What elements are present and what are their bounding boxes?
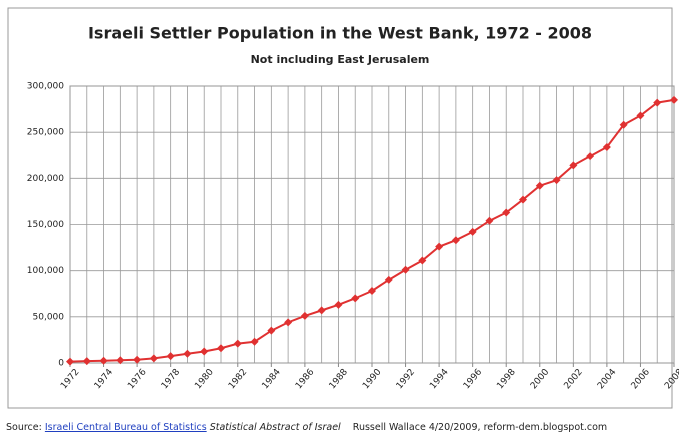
data-point (267, 326, 276, 335)
source-publication: Statistical Abstract of Israel (209, 422, 341, 433)
y-tick-label: 50,000 (33, 312, 65, 322)
data-point (401, 265, 410, 274)
x-tick-label: 2006 (630, 367, 653, 391)
data-point (602, 142, 611, 151)
chart-title: Israeli Settler Population in the West B… (88, 24, 592, 43)
data-point (82, 357, 91, 366)
data-point (435, 242, 444, 251)
chart: Israeli Settler Population in the West B… (7, 7, 679, 409)
x-tick-label: 1998 (495, 367, 518, 391)
data-point (200, 347, 209, 356)
data-point (334, 300, 343, 309)
x-tick-label: 1988 (328, 367, 351, 391)
data-point (351, 294, 360, 303)
data-point (368, 286, 376, 295)
source-prefix: Source: (6, 422, 42, 433)
data-point (250, 337, 259, 346)
source-note: Source: Israeli Central Bureau of Statis… (6, 422, 679, 433)
x-tick-label: 1972 (59, 367, 81, 391)
data-point (116, 356, 125, 365)
data-point (217, 344, 225, 353)
x-tick-label: 1994 (428, 367, 451, 391)
data-point (552, 176, 561, 185)
x-tick-label: 1992 (395, 367, 417, 391)
data-point (451, 236, 460, 245)
x-tick-label: 1980 (193, 367, 216, 391)
data-point (670, 95, 678, 104)
x-tick-label: 2002 (563, 367, 585, 391)
x-tick-label: 1976 (126, 367, 149, 391)
y-tick-label: 300,000 (27, 82, 64, 92)
x-tick-label: 1986 (294, 367, 317, 391)
data-point (149, 354, 158, 363)
data-point (636, 111, 645, 120)
data-point (418, 256, 427, 265)
y-tick-label: 100,000 (27, 266, 64, 276)
chart-frame (7, 7, 673, 409)
x-tick-label: 1974 (93, 367, 116, 391)
data-point (485, 216, 494, 225)
data-point (653, 98, 662, 107)
data-point (300, 311, 309, 320)
chart-subtitle: Not including East Jerusalem (251, 53, 430, 66)
data-point (586, 152, 595, 161)
y-tick-label: 200,000 (27, 174, 64, 184)
y-tick-label: 0 (58, 359, 64, 369)
x-tick-label: 1990 (361, 367, 384, 391)
data-point (384, 275, 393, 284)
data-point (569, 161, 578, 170)
x-tick-label: 1996 (462, 367, 485, 391)
x-tick-label: 1984 (261, 367, 284, 391)
data-point (619, 120, 628, 129)
data-point (502, 208, 511, 217)
data-point (233, 339, 242, 348)
data-point (317, 306, 326, 315)
x-tick-label: 1978 (160, 367, 183, 391)
data-point (535, 181, 544, 190)
data-point (166, 352, 175, 361)
data-point (66, 357, 74, 366)
data-point (133, 355, 142, 364)
data-point (519, 195, 527, 204)
data-point (99, 356, 108, 365)
y-tick-label: 150,000 (27, 220, 64, 230)
x-tick-label: 2004 (596, 367, 619, 391)
data-point (284, 318, 293, 327)
source-credit: Russell Wallace 4/20/2009, reform-dem.bl… (352, 422, 608, 433)
x-tick-label: 2000 (529, 367, 552, 391)
source-link[interactable]: Israeli Central Bureau of Statistics (44, 422, 207, 433)
x-tick-label: 2008 (663, 367, 679, 391)
data-point (183, 349, 192, 358)
data-point (468, 227, 477, 236)
y-tick-label: 250,000 (27, 128, 64, 138)
x-tick-label: 1982 (227, 367, 249, 391)
